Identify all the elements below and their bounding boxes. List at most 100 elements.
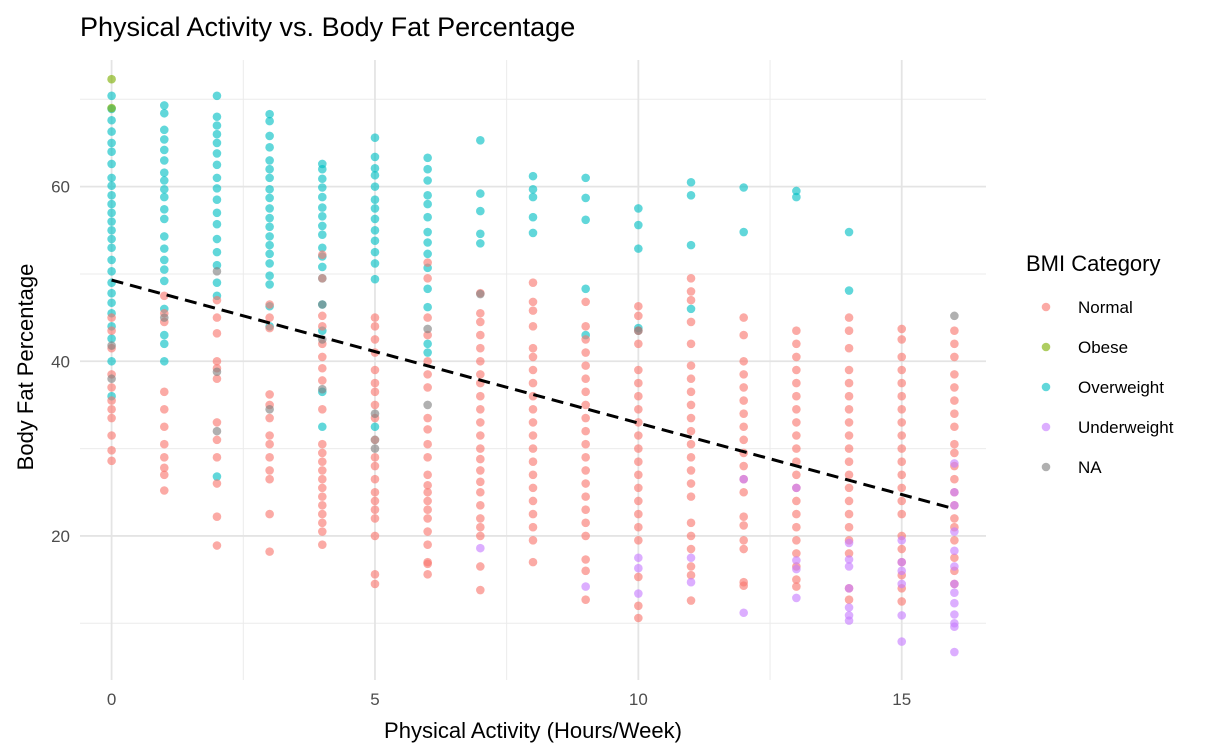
data-point bbox=[686, 492, 696, 501]
data-point bbox=[318, 192, 327, 202]
data-point bbox=[634, 563, 643, 573]
data-point bbox=[686, 287, 696, 296]
data-point bbox=[476, 391, 485, 401]
data-point bbox=[950, 422, 959, 432]
data-point bbox=[423, 413, 432, 423]
data-point bbox=[897, 418, 907, 427]
data-point bbox=[950, 598, 959, 608]
data-point bbox=[159, 453, 169, 462]
data-point bbox=[634, 589, 643, 598]
data-point bbox=[370, 422, 380, 432]
data-point bbox=[159, 339, 169, 349]
data-point bbox=[634, 404, 643, 414]
data-point bbox=[792, 326, 801, 336]
data-point bbox=[950, 647, 959, 657]
data-point bbox=[107, 199, 116, 209]
data-point bbox=[581, 531, 590, 541]
data-point bbox=[423, 284, 432, 294]
data-point bbox=[370, 247, 380, 257]
data-point bbox=[107, 313, 116, 322]
data-point bbox=[370, 236, 380, 246]
data-point bbox=[634, 444, 643, 453]
data-point bbox=[107, 413, 116, 423]
data-point bbox=[370, 322, 380, 331]
data-point bbox=[739, 383, 748, 392]
x-tick-label: 0 bbox=[107, 690, 116, 709]
data-point bbox=[159, 255, 169, 265]
data-point bbox=[265, 547, 274, 556]
legend-key bbox=[1041, 302, 1051, 312]
data-point bbox=[581, 348, 590, 357]
trend-line bbox=[111, 278, 955, 511]
data-point bbox=[528, 522, 538, 532]
data-point bbox=[844, 549, 854, 558]
data-point bbox=[107, 127, 116, 136]
data-point bbox=[265, 280, 274, 289]
data-point bbox=[212, 435, 222, 445]
x-tick-label: 15 bbox=[892, 690, 911, 709]
data-point bbox=[318, 363, 327, 373]
data-point bbox=[844, 404, 854, 414]
data-point bbox=[686, 466, 696, 475]
data-point bbox=[634, 311, 643, 321]
data-point bbox=[686, 426, 696, 436]
data-point bbox=[159, 101, 169, 110]
data-point bbox=[370, 409, 380, 418]
data-point bbox=[634, 457, 643, 466]
data-point bbox=[423, 339, 432, 349]
data-point bbox=[159, 470, 169, 480]
data-point bbox=[159, 176, 169, 185]
legend-key bbox=[1041, 382, 1051, 392]
data-point bbox=[897, 597, 907, 606]
data-point bbox=[370, 313, 380, 322]
data-point bbox=[950, 610, 959, 619]
data-point bbox=[634, 301, 643, 311]
data-point bbox=[370, 170, 380, 180]
data-point bbox=[686, 531, 696, 541]
data-point bbox=[370, 531, 380, 541]
data-point bbox=[423, 212, 432, 222]
data-point bbox=[212, 329, 222, 338]
data-point bbox=[107, 288, 116, 298]
data-point bbox=[107, 341, 116, 350]
data-point bbox=[581, 479, 590, 488]
data-point bbox=[265, 404, 274, 414]
data-point bbox=[476, 454, 485, 464]
data-point bbox=[318, 501, 327, 510]
data-point bbox=[844, 616, 854, 625]
data-point bbox=[476, 418, 485, 427]
data-point bbox=[318, 250, 327, 260]
data-point bbox=[159, 439, 169, 449]
data-point bbox=[897, 557, 907, 567]
data-point bbox=[265, 259, 274, 268]
data-point bbox=[739, 544, 748, 554]
data-point bbox=[792, 404, 801, 414]
data-point bbox=[212, 313, 222, 322]
data-point bbox=[423, 164, 432, 174]
data-point bbox=[528, 352, 538, 362]
data-point bbox=[528, 418, 538, 427]
data-point bbox=[159, 422, 169, 432]
data-point bbox=[581, 413, 590, 423]
data-point bbox=[581, 595, 590, 604]
data-point bbox=[581, 505, 590, 515]
data-point bbox=[739, 330, 748, 340]
data-point bbox=[528, 184, 538, 194]
data-point bbox=[423, 176, 432, 185]
data-point bbox=[370, 182, 380, 191]
data-point bbox=[528, 192, 538, 202]
data-point bbox=[950, 527, 959, 536]
data-point bbox=[107, 374, 116, 384]
data-point bbox=[950, 588, 959, 597]
data-point bbox=[423, 370, 432, 379]
data-point bbox=[370, 453, 380, 462]
data-point bbox=[950, 383, 959, 392]
data-point bbox=[159, 135, 169, 144]
data-point bbox=[686, 562, 696, 571]
data-point bbox=[423, 258, 432, 267]
data-point bbox=[476, 562, 485, 571]
data-point bbox=[318, 212, 327, 221]
data-point bbox=[423, 480, 432, 490]
data-point bbox=[476, 431, 485, 440]
data-point bbox=[107, 446, 116, 455]
